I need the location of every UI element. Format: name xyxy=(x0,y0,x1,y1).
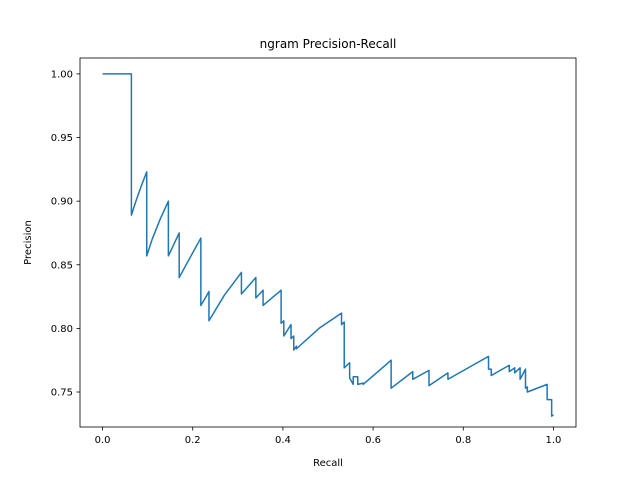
y-tick-label: 0.90 xyxy=(51,197,73,208)
x-axis-label: Recall xyxy=(313,458,343,469)
y-tick-label: 0.85 xyxy=(51,260,73,271)
x-tick-label: 0.2 xyxy=(185,435,201,446)
precision-recall-curve xyxy=(102,73,554,417)
y-tick-label: 0.80 xyxy=(51,324,73,335)
y-tick-label: 0.75 xyxy=(51,388,73,399)
tick-layer: 0.0 0.2 0.4 0.6 0.8 1.0 0.75 0.80 0.85 0.90 0.95 1.… xyxy=(51,69,562,446)
y-tick-label: 1.00 xyxy=(51,69,73,80)
x-tick-label: 0.6 xyxy=(365,435,381,446)
x-tick-label: 0.4 xyxy=(275,435,291,446)
chart-title: ngram Precision-Recall xyxy=(260,37,397,51)
x-tick-label: 1.0 xyxy=(546,435,562,446)
x-tick-label: 0.8 xyxy=(455,435,471,446)
y-tick-label: 0.95 xyxy=(51,133,73,144)
plot-area xyxy=(80,58,576,427)
y-axis-label: Precision xyxy=(23,220,34,265)
x-tick-label: 0.0 xyxy=(95,435,111,446)
plot-frame xyxy=(79,57,577,428)
